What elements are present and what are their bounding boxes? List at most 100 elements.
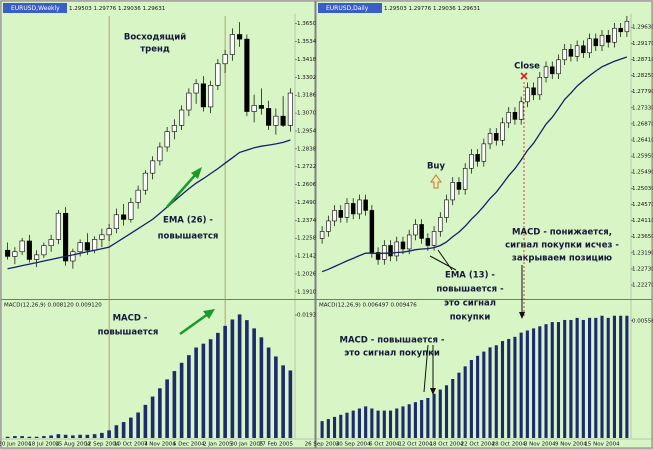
macd-bar xyxy=(245,320,249,438)
candle-body xyxy=(266,108,272,126)
annotation: MACD - повышается - xyxy=(340,336,445,346)
y-tick-label: 1.22730 xyxy=(632,266,653,272)
y-tick-label: 1.25950 xyxy=(632,154,653,160)
macd-y-tick-label: 0.00556 xyxy=(632,318,653,324)
x-tick-label: 7 Nov 2004 xyxy=(144,442,176,448)
x-tick-label: 3 Nov 2004 xyxy=(524,442,556,448)
candle-body xyxy=(5,249,11,257)
macd-bar xyxy=(370,408,374,438)
macd-bar xyxy=(507,338,511,438)
candle-body xyxy=(157,146,163,162)
candle-body xyxy=(382,245,387,260)
candle-body xyxy=(332,210,337,222)
macd-title: MACD(12,26,9) 0.006497 0.009476 xyxy=(319,303,417,309)
macd-bar xyxy=(575,317,579,438)
candle-body xyxy=(500,122,505,141)
arrow-head xyxy=(519,312,525,319)
x-tick-label: 6 Oct 2004 xyxy=(369,442,400,448)
y-tick-label: 1.33020 xyxy=(297,75,320,81)
candle-body xyxy=(142,172,148,191)
arrow-head xyxy=(430,388,436,395)
candle-body xyxy=(475,154,480,162)
annotation: EMA (13) - xyxy=(445,271,495,281)
macd-bar xyxy=(345,412,349,438)
arrow-head xyxy=(203,309,215,319)
candle-body xyxy=(344,203,350,218)
y-tick-label: 1.27330 xyxy=(632,105,653,111)
candle-body xyxy=(215,63,221,86)
macd-bar xyxy=(187,355,191,438)
macd-bar xyxy=(426,397,430,438)
x-tick-label: 5 Dec 2004 xyxy=(173,442,205,448)
macd-bar xyxy=(194,347,198,438)
y-tick-label: 1.20260 xyxy=(297,271,320,277)
macd-bar xyxy=(364,406,368,438)
y-tick-label: 1.24570 xyxy=(632,202,653,208)
x-tick-label: 15 Aug 2004 xyxy=(55,442,91,448)
y-tick-label: 1.29170 xyxy=(632,41,653,47)
macd-bar xyxy=(444,385,449,438)
y-tick-label: 1.28380 xyxy=(297,146,320,152)
macd-bar xyxy=(513,336,517,438)
candle-body xyxy=(12,251,18,257)
macd-bar xyxy=(494,345,498,438)
macd-bar xyxy=(525,330,529,438)
x-tick-label: 12 Sep 2004 xyxy=(84,442,119,448)
y-tick-label: 1.35340 xyxy=(297,39,320,45)
macd-bar xyxy=(563,319,567,438)
close-mark xyxy=(520,72,528,80)
candle-body xyxy=(481,143,487,162)
annotation: тренд xyxy=(140,45,170,55)
y-tick-label: 1.24110 xyxy=(632,218,653,224)
macd-bar xyxy=(201,343,206,438)
y-tick-label: 1.24900 xyxy=(297,200,320,206)
pointer xyxy=(429,249,457,271)
candle-body xyxy=(350,203,356,215)
x-tick-label: 30 Jan 2005 xyxy=(230,442,263,448)
candle-body xyxy=(357,199,362,215)
macd-bar xyxy=(107,430,111,438)
candle-body xyxy=(413,224,418,236)
candle-body xyxy=(326,220,331,232)
candle-body xyxy=(593,38,599,47)
macd-bar xyxy=(476,355,480,438)
macd-bar xyxy=(150,396,155,438)
candle-body xyxy=(487,133,493,145)
y-tick-label: 1.36500 xyxy=(297,21,320,27)
candle-body xyxy=(179,109,185,126)
macd-bar xyxy=(519,332,523,438)
macd-bar xyxy=(165,379,169,438)
y-tick-label: 1.19100 xyxy=(297,289,320,295)
annotation: закрываем позицию xyxy=(512,254,612,264)
macd-bar xyxy=(332,416,337,438)
macd-bar xyxy=(401,406,405,438)
macd-bar xyxy=(158,388,162,438)
x-tick-label: 10 Oct 2004 xyxy=(114,442,149,448)
macd-bar xyxy=(281,365,285,438)
macd-bar xyxy=(469,360,473,438)
title-tab xyxy=(3,3,67,13)
y-tick-label: 1.31860 xyxy=(297,93,320,99)
macd-bar xyxy=(100,432,104,438)
candle-body xyxy=(19,240,25,253)
quote: 1.29503 1.29776 1.29036 1.29631 xyxy=(384,6,480,12)
y-tick-label: 1.27790 xyxy=(632,89,653,95)
candle-body xyxy=(164,131,170,148)
candle-body xyxy=(462,168,468,190)
candle-body xyxy=(363,199,368,211)
macd-bar xyxy=(612,315,617,438)
annotation: MACD - понижается, xyxy=(512,228,612,238)
macd-bar xyxy=(463,366,467,438)
candle-body xyxy=(450,182,455,201)
quote: 1.29503 1.29776 1.29036 1.29631 xyxy=(69,6,165,12)
y-tick-label: 1.22580 xyxy=(297,236,320,242)
candle-body xyxy=(612,27,617,43)
candle-body xyxy=(419,224,424,239)
macd-y-tick-label: 0.01930 xyxy=(297,313,320,319)
annotation: это сигнал xyxy=(444,299,496,309)
macd-bar xyxy=(457,372,461,438)
macd-bar xyxy=(179,362,184,438)
candle-body xyxy=(280,115,286,126)
candle-body xyxy=(388,245,393,257)
macd-bar xyxy=(432,393,436,438)
